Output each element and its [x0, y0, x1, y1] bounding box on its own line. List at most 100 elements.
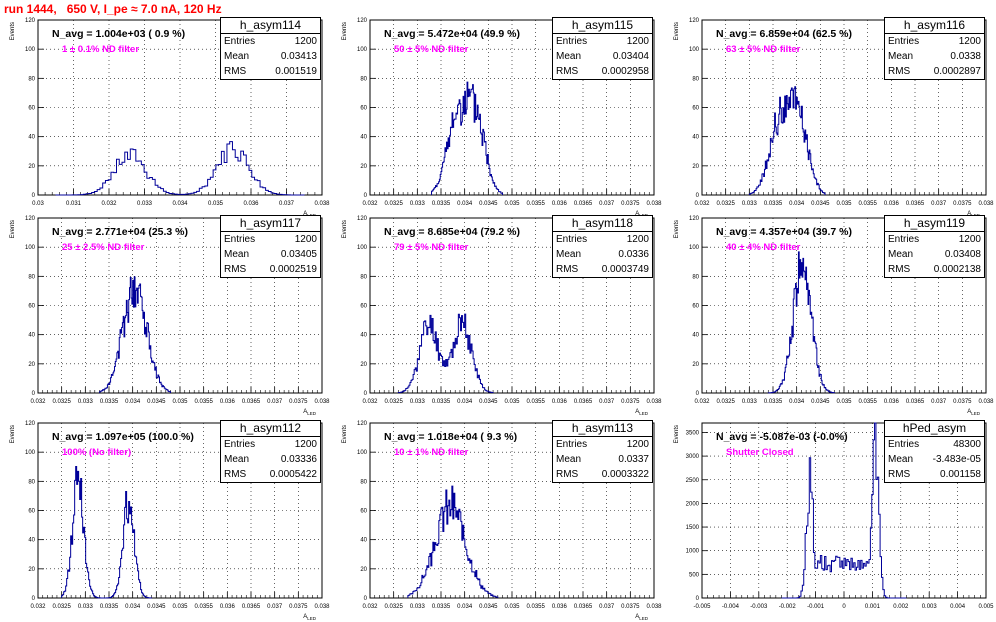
x-tick-label: 0.038 — [646, 604, 662, 610]
stats-label: RMS — [888, 469, 911, 480]
histogram-panel-h_asym114: 0.03 0.031 0.032 0.033 0.034 0.035 0.036 0.037 0… — [0, 12, 332, 219]
x-tick-label: 0.0345 — [811, 399, 830, 405]
histogram-panel-h_asym113: 0.032 0.0325 0.033 0.0335 0.034 0.0345 0.035 0.… — [332, 415, 664, 622]
x-tick-label: 0.036 — [220, 604, 236, 610]
y-tick-label: 40 — [360, 333, 367, 339]
histogram-panel-h_asym115: 0.032 0.0325 0.033 0.0335 0.034 0.0345 0.035 0.… — [332, 12, 664, 219]
histogram-name: h_asym114 — [221, 18, 320, 34]
y-tick-label: 120 — [357, 18, 368, 24]
x-tick-label: 0.032 — [362, 399, 378, 405]
x-tick-label: 0.035 — [836, 201, 852, 207]
x-tick-label: 0.004 — [950, 604, 966, 610]
y-tick-label: 0 — [364, 193, 368, 199]
y-tick-label: 100 — [25, 47, 36, 53]
x-axis-label-subscript: LED — [639, 616, 649, 621]
y-tick-label: 120 — [357, 421, 368, 427]
x-axis-label: ALED — [635, 409, 649, 416]
stats-row-rms: RMS 0.0002958 — [553, 64, 652, 79]
x-tick-label: 0.037 — [599, 399, 615, 405]
x-tick-label: 0.037 — [931, 399, 947, 405]
y-axis-label: Events — [10, 425, 16, 443]
stats-row-rms: RMS 0.0003322 — [553, 467, 652, 482]
n-avg-label: N_avg = 5.472e+04 (49.9 %) — [384, 28, 521, 40]
histogram-panel-hPed_asym: -0.005 -0.004 -0.003 -0.002 -0.001 0 0.001 0.00… — [664, 415, 996, 622]
x-tick-label: 0.0335 — [432, 201, 451, 207]
x-tick-label: 0.03 — [32, 201, 44, 207]
x-tick-label: -0.002 — [779, 604, 797, 610]
x-tick-label: 0.0375 — [953, 399, 972, 405]
x-tick-label: 0.002 — [893, 604, 909, 610]
y-tick-label: 60 — [692, 304, 699, 310]
stats-value: 0.0002897 — [933, 66, 981, 77]
y-tick-label: 0 — [364, 391, 368, 397]
x-tick-label: -0.003 — [750, 604, 768, 610]
histogram-name: h_asym116 — [885, 18, 984, 34]
y-tick-label: 0 — [696, 193, 700, 199]
x-tick-label: 0.0325 — [52, 399, 71, 405]
x-tick-label: 0.032 — [30, 399, 46, 405]
n-avg-label: N_avg = 1.018e+04 ( 9.3 %) — [384, 431, 518, 443]
y-tick-label: 120 — [357, 216, 368, 222]
y-tick-label: 60 — [28, 509, 35, 515]
x-tick-label: -0.001 — [807, 604, 825, 610]
x-tick-label: 0.033 — [78, 399, 94, 405]
x-tick-label: 0.035 — [504, 399, 520, 405]
stats-value: 1200 — [626, 36, 649, 47]
x-tick-label: 0.032 — [30, 604, 46, 610]
stats-box: h_asym117 Entries 1200 Mean 0.03405 RMS 0.0002… — [220, 215, 321, 278]
x-axis-label-subscript: LED — [307, 616, 317, 621]
stats-label: Entries — [556, 36, 588, 47]
stats-box: h_asym114 Entries 1200 Mean 0.03413 RMS 0.0015… — [220, 17, 321, 80]
y-tick-label: 0 — [32, 596, 36, 602]
x-tick-label: 0.0365 — [242, 399, 261, 405]
x-tick-label: 0.0335 — [764, 399, 783, 405]
stats-value: 0.03336 — [280, 454, 317, 465]
x-tick-label: 0.0355 — [858, 399, 877, 405]
x-tick-label: 0.036 — [552, 604, 568, 610]
x-tick-label: 0.0365 — [574, 201, 593, 207]
y-axis-label: Events — [674, 22, 680, 40]
histogram-panel-h_asym112: 0.032 0.0325 0.033 0.0335 0.034 0.0345 0.035 0.… — [0, 415, 332, 622]
x-tick-label: 0.0355 — [526, 201, 545, 207]
x-tick-label: 0.034 — [172, 201, 188, 207]
y-tick-label: 20 — [360, 567, 367, 573]
stats-label: Entries — [224, 234, 256, 245]
x-tick-label: 0.033 — [410, 604, 426, 610]
x-tick-label: 0.0375 — [289, 604, 308, 610]
stats-label: Entries — [556, 439, 588, 450]
histogram-line-h_asym112 — [61, 465, 153, 599]
x-tick-label: -0.005 — [693, 604, 711, 610]
stats-value: 1200 — [294, 234, 317, 245]
stats-label: Entries — [888, 234, 920, 245]
stats-label: Mean — [888, 249, 914, 260]
histogram-line-h_asym119 — [767, 251, 836, 394]
stats-label: Entries — [556, 234, 588, 245]
y-tick-label: 80 — [28, 76, 35, 82]
stats-value: 48300 — [953, 439, 981, 450]
stats-value: 0.03413 — [280, 51, 317, 62]
stats-box: h_asym119 Entries 1200 Mean 0.03408 RMS 0.0002… — [884, 215, 985, 278]
x-tick-label: 0.032 — [362, 604, 378, 610]
x-tick-label: 0.034 — [457, 604, 473, 610]
x-tick-label: 0.0365 — [242, 604, 261, 610]
x-tick-label: 0.001 — [865, 604, 881, 610]
x-tick-label: 0.0325 — [52, 604, 71, 610]
y-tick-label: 60 — [360, 304, 367, 310]
y-tick-label: 80 — [692, 76, 699, 82]
x-tick-label: 0.0375 — [289, 399, 308, 405]
y-tick-label: 120 — [25, 18, 36, 24]
stats-value: 0.0337 — [618, 454, 649, 465]
histogram-panel-h_asym117: 0.032 0.0325 0.033 0.0335 0.034 0.0345 0.035 0.… — [0, 210, 332, 417]
stats-box: hPed_asym Entries 48300 Mean -3.483e-05 RMS 0.… — [884, 420, 985, 483]
stats-row-rms: RMS 0.0002519 — [221, 262, 320, 277]
x-tick-label: 0.038 — [646, 201, 662, 207]
y-tick-label: 60 — [360, 106, 367, 112]
y-axis-label: Events — [10, 22, 16, 40]
y-tick-label: 1000 — [686, 549, 700, 555]
stats-value: 0.0002138 — [933, 264, 981, 275]
y-tick-label: 120 — [25, 216, 36, 222]
x-tick-label: 0.035 — [172, 399, 188, 405]
stats-label: RMS — [224, 469, 247, 480]
x-tick-label: 0.032 — [101, 201, 117, 207]
y-tick-label: 20 — [360, 362, 367, 368]
